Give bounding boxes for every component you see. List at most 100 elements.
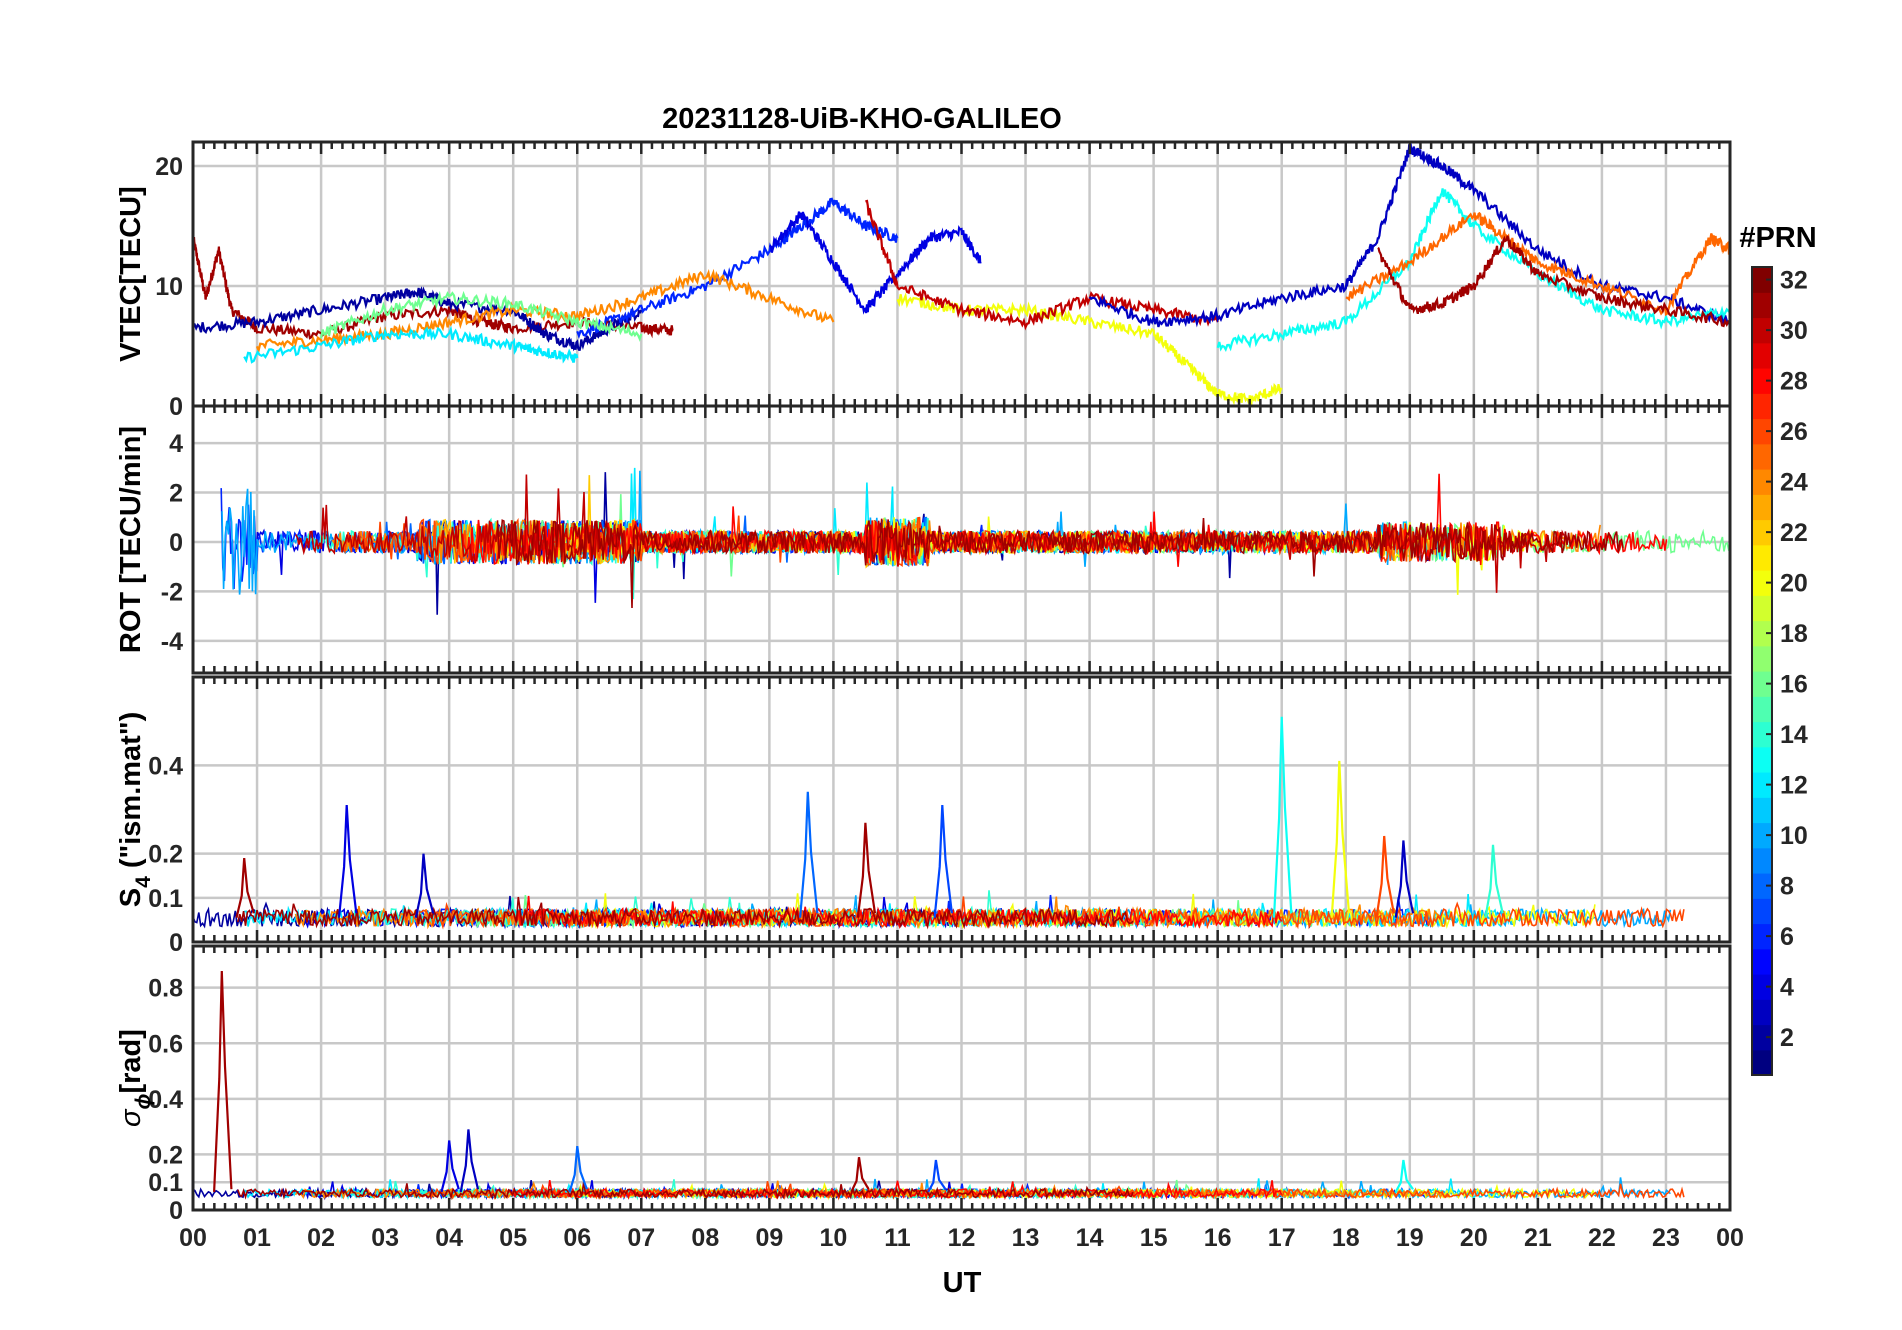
colorbar-step (1752, 898, 1772, 925)
colorbar-label: #PRN (1739, 222, 1816, 254)
x-tick-label: 04 (435, 1224, 463, 1252)
x-tick-label: 18 (1332, 1224, 1360, 1252)
rot-series-line (496, 518, 1624, 609)
s4-series-line (237, 896, 1134, 930)
colorbar-tick-label: 4 (1780, 974, 1794, 1002)
colorbar-step (1752, 418, 1772, 445)
y-tick-label: -4 (161, 628, 183, 656)
panel-s4: 00.10.20.4S4 ("ism.mat") (115, 675, 1732, 957)
sigma-peak (927, 1159, 947, 1193)
y-tick-label: 0.1 (148, 885, 183, 913)
s4-peak (1330, 760, 1351, 918)
colorbar-tick-label: 16 (1780, 671, 1808, 699)
x-tick-label: 22 (1588, 1224, 1616, 1252)
chart-title: 20231128-UiB-KHO-GALILEO (662, 103, 1062, 135)
y-axis-label-main: σ (115, 1108, 147, 1127)
colorbar-tick-label: 2 (1780, 1024, 1794, 1052)
colorbar-tick-label: 8 (1780, 873, 1794, 901)
s4-peak (799, 791, 819, 918)
colorbar-frame (1751, 266, 1773, 1076)
x-tick-label: 03 (371, 1224, 399, 1252)
series-layer (193, 143, 1730, 406)
colorbar-step (1752, 797, 1772, 824)
y-tick-label: 0 (169, 929, 183, 957)
x-tick-label: 19 (1396, 1224, 1424, 1252)
sigma-peak (459, 1129, 480, 1193)
x-tick-label: 02 (307, 1224, 335, 1252)
y-tick-label: -2 (161, 578, 183, 606)
x-tick-label: 07 (627, 1224, 655, 1252)
x-tick-label: 23 (1652, 1224, 1680, 1252)
y-tick-label: 0.2 (148, 1141, 183, 1169)
s4-peak (235, 857, 255, 918)
colorbar-step (1752, 772, 1772, 798)
s4-peak (414, 853, 435, 918)
sigma-peak (213, 970, 233, 1192)
s4-peak (337, 805, 358, 918)
y-axis-label-sub: 4 (132, 876, 155, 888)
y-tick-label: 20 (155, 153, 183, 181)
colorbar-step (1752, 494, 1772, 521)
x-tick-label: 00 (179, 1224, 207, 1252)
x-tick-label: 06 (563, 1224, 591, 1252)
colorbar-step (1752, 822, 1772, 849)
sigma-series-line (237, 1181, 1134, 1201)
x-tick-label: 15 (1140, 1224, 1168, 1252)
colorbar-step (1752, 1049, 1772, 1076)
x-tick-label: 11 (884, 1224, 911, 1252)
sigma-peak (850, 1157, 870, 1193)
x-tick-label: 08 (691, 1224, 719, 1252)
y-tick-label: 0.6 (148, 1030, 183, 1058)
colorbar-tick-label: 20 (1780, 570, 1808, 598)
x-tick-label: 05 (499, 1224, 527, 1252)
sigma-peak (568, 1145, 588, 1193)
y-tick-label: 10 (155, 273, 183, 301)
series-layer (193, 716, 1685, 930)
x-axis-label: UT (943, 1267, 982, 1299)
s4-peak (1394, 840, 1415, 918)
y-tick-label: 2 (169, 480, 183, 508)
colorbar-tick-label: 10 (1780, 822, 1808, 850)
colorbar-tick-label: 18 (1780, 620, 1808, 648)
colorbar-step (1752, 746, 1772, 773)
sigma-peak (440, 1140, 460, 1193)
y-tick-label: 0 (169, 1197, 183, 1225)
colorbar-step (1752, 368, 1772, 394)
colorbar-step (1752, 847, 1772, 874)
x-tick-label: 17 (1268, 1224, 1296, 1252)
vtec-series-line (896, 292, 1283, 406)
colorbar-step (1752, 469, 1772, 495)
s4-peak (1272, 716, 1293, 918)
colorbar-step (1752, 519, 1772, 546)
colorbar-step (1752, 974, 1772, 1000)
y-axis-label: S4 ("ism.mat") (115, 712, 155, 908)
colorbar-tick-label: 28 (1780, 368, 1808, 396)
colorbar-step (1752, 671, 1772, 697)
colorbar-step (1752, 620, 1772, 647)
x-tick-label: 16 (1204, 1224, 1232, 1252)
colorbar-step (1752, 292, 1772, 319)
vtec-series-line (193, 286, 643, 352)
y-tick-label: 0.4 (148, 1086, 183, 1114)
s4-peak (856, 822, 877, 918)
colorbar-step (1752, 721, 1772, 748)
y-tick-label: 0 (169, 529, 183, 557)
x-tick-label: 10 (820, 1224, 848, 1252)
y-axis-label-rest: ("ism.mat") (115, 712, 147, 876)
y-tick-label: 0.1 (148, 1169, 183, 1197)
y-axis-label-rest: [rad] (115, 1029, 147, 1093)
y-tick-label: 0.4 (148, 752, 183, 780)
vtec-series-line (243, 325, 579, 364)
y-axis-label: VTEC[TECU] (115, 186, 147, 362)
colorbar-step (1752, 317, 1772, 344)
colorbar-step (1752, 595, 1772, 622)
colorbar-step (1752, 342, 1772, 369)
s4-peak (1375, 835, 1395, 918)
colorbar-step (1752, 645, 1772, 672)
series-layer (220, 467, 1730, 615)
panel-rot: -4 -2 0 2 4 ROT [TECU/min] (115, 404, 1732, 675)
